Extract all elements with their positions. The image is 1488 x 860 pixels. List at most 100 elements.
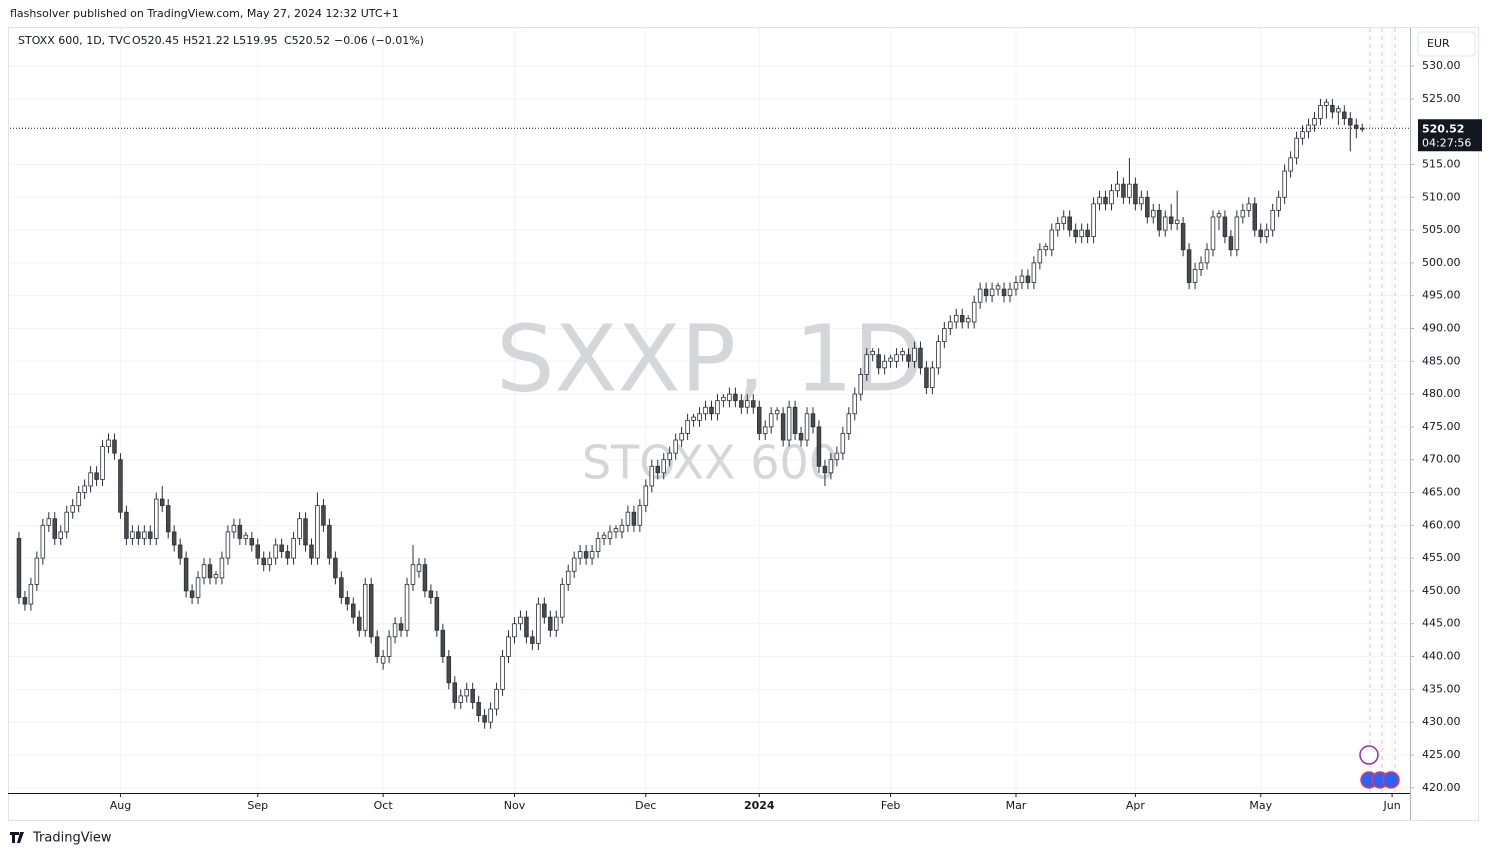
candle-body — [685, 419, 690, 434]
candles — [10, 98, 1410, 729]
candle-body — [1007, 288, 1013, 297]
last-price-label: 520.52 — [1422, 122, 1464, 135]
icon[interactable] — [1382, 771, 1400, 789]
candle-body — [82, 485, 87, 493]
candle-body — [303, 518, 308, 546]
candle-body — [942, 328, 947, 343]
candle-body — [912, 347, 917, 362]
candle-body — [368, 583, 374, 638]
candle-body — [464, 688, 469, 697]
legend: STOXX 600, 1D, TVC O520.45 H521.22 L519.… — [18, 34, 424, 47]
legend-close: C520.52 — [284, 34, 330, 47]
candle-body — [207, 564, 213, 579]
candle-body — [386, 636, 392, 657]
candle-body — [1258, 229, 1263, 238]
candle-body — [840, 433, 846, 454]
candle-body — [757, 406, 762, 434]
icon[interactable] — [1359, 745, 1379, 765]
candle-body — [1121, 183, 1126, 198]
candle-body — [1001, 288, 1007, 297]
candle-body — [315, 505, 320, 559]
candle-body — [1031, 262, 1037, 283]
candle-body — [362, 583, 368, 631]
candle-body — [733, 393, 738, 402]
legend-change: −0.06 (−0.01%) — [334, 34, 424, 47]
y-tick-label: 470.00 — [1422, 453, 1461, 466]
candle-body — [410, 564, 416, 585]
candle-body — [697, 413, 702, 421]
candle-body — [739, 400, 744, 408]
candle-body — [506, 636, 511, 657]
candle-body — [983, 288, 989, 297]
currency-label[interactable]: EUR — [1427, 37, 1450, 50]
x-tick-label: 2024 — [744, 799, 775, 812]
candle-body — [339, 577, 344, 598]
candle-body — [482, 715, 487, 723]
y-tick-label: 515.00 — [1422, 157, 1461, 170]
candle-body — [249, 538, 255, 546]
currency-button[interactable] — [1417, 31, 1476, 57]
candle-body — [404, 583, 410, 631]
candle-body — [440, 629, 446, 657]
candle-body — [1240, 209, 1246, 218]
candle-body — [88, 472, 93, 487]
candle-body — [46, 518, 52, 526]
y-tick-label: 460.00 — [1422, 518, 1461, 531]
candle-body — [34, 557, 40, 585]
candle-body — [643, 485, 649, 507]
candle-body — [715, 400, 720, 415]
candle-body — [977, 288, 983, 303]
candle-body — [613, 528, 619, 533]
frame — [8, 27, 1479, 821]
candle-body — [673, 439, 678, 454]
candle-body — [536, 603, 541, 644]
candle-body — [1348, 118, 1353, 126]
publisher-line: flashsolver published on TradingView.com… — [10, 7, 399, 20]
candle-body — [524, 616, 529, 638]
candle-body — [1043, 246, 1049, 251]
tv-logo — [10, 832, 24, 843]
candle-body — [649, 465, 655, 487]
candle-body — [727, 393, 732, 402]
candle-body — [106, 439, 111, 447]
candle-body — [589, 551, 595, 559]
bottom-icons — [1359, 745, 1400, 789]
candle-body — [1330, 105, 1335, 113]
candle-body — [1294, 137, 1299, 159]
candle-body — [428, 590, 434, 598]
candle-body — [846, 413, 852, 434]
candle-body — [1079, 229, 1084, 238]
candle-body — [595, 538, 601, 552]
candle-body — [327, 524, 332, 559]
candle-body — [924, 367, 929, 388]
candle-body — [500, 656, 505, 690]
candle-body — [16, 538, 22, 598]
legend-low: L519.95 — [233, 34, 278, 47]
candle-body — [888, 357, 893, 362]
candle-body — [1270, 209, 1275, 231]
candle-body — [798, 433, 804, 441]
candle-body — [22, 597, 28, 605]
candle-body — [1097, 196, 1102, 205]
candle-body — [118, 459, 123, 513]
y-tick-label: 500.00 — [1422, 256, 1461, 269]
x-tick-label: Jun — [1382, 799, 1400, 812]
candle-body — [804, 413, 810, 441]
y-tick-label: 480.00 — [1422, 387, 1461, 400]
candle-body — [1288, 157, 1293, 172]
countdown: 04:27:56 — [1422, 136, 1471, 149]
candle-body — [112, 439, 117, 454]
candle-body — [452, 682, 458, 703]
candle-body — [267, 557, 272, 566]
candle-body — [995, 285, 1001, 290]
x-tick-label: Dec — [635, 799, 656, 812]
x-tick-label: Sep — [247, 799, 268, 812]
candle-body — [792, 406, 798, 434]
candle-body — [476, 702, 481, 716]
watermark-name: STOXX 600 — [582, 436, 838, 490]
candle-body — [691, 416, 696, 421]
candle-body — [882, 360, 887, 369]
candle-body — [1085, 229, 1090, 238]
candle-body — [900, 351, 905, 356]
